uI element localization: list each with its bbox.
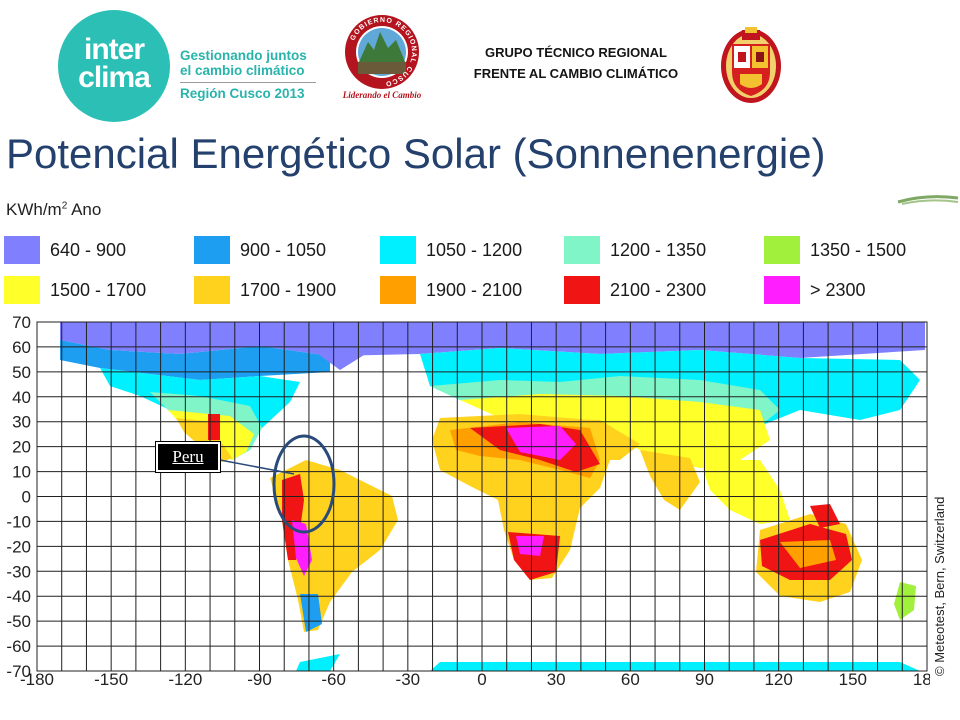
machu-picchu-seal-icon: GOBIERNO REGIONAL CUSCO xyxy=(345,15,419,89)
x-tick-label: 0 xyxy=(477,670,486,688)
legend-label: 1050 - 1200 xyxy=(426,240,523,260)
legend-swatch xyxy=(194,236,230,264)
y-tick-label: 20 xyxy=(12,438,31,457)
seal-motto: Liderando el Cambio xyxy=(342,90,422,100)
tagline-line1: Gestionando juntos xyxy=(180,48,307,63)
map-land xyxy=(60,322,925,671)
group-title-line1: GRUPO TÉCNICO REGIONAL xyxy=(484,45,667,60)
x-tick-label: 150 xyxy=(839,670,867,688)
x-tick-label: 30 xyxy=(547,670,566,688)
legend-swatch xyxy=(764,236,800,264)
group-title-line2: FRENTE AL CAMBIO CLIMÁTICO xyxy=(473,66,679,81)
legend-swatch xyxy=(564,236,600,264)
peru-callout-label: Peru xyxy=(155,441,221,473)
legend-swatch xyxy=(194,276,230,304)
x-tick-label: 60 xyxy=(621,670,640,688)
legend-label: 1700 - 1900 xyxy=(240,280,337,300)
map-border xyxy=(36,321,928,672)
x-axis-ticks: -180 -150 -120 -90 -60 -30 0 30 60 90 120 150 180 xyxy=(20,670,930,688)
y-tick-label: -10 xyxy=(6,512,31,531)
legend-label: 1500 - 1700 xyxy=(50,280,147,300)
legend-swatch xyxy=(380,276,416,304)
legend-swatch xyxy=(4,236,40,264)
legend-label: 640 - 900 xyxy=(50,240,127,260)
unit-base: KWh/m xyxy=(6,200,62,219)
y-tick-label: -50 xyxy=(6,612,31,631)
x-tick-label: -150 xyxy=(94,670,128,688)
legend-swatch xyxy=(564,276,600,304)
peru-highlight-circle xyxy=(272,434,336,534)
legend-unit: KWh/m2 Ano xyxy=(6,200,101,220)
legend-label: 1200 - 1350 xyxy=(610,240,707,260)
x-tick-label: -180 xyxy=(20,670,54,688)
decorative-brush-stroke xyxy=(897,195,959,205)
legend-label: 900 - 1050 xyxy=(240,240,327,260)
solar-potential-world-map: 70 60 50 40 30 20 10 0 -10 -20 -30 -40 -50 -60 -70 -18… xyxy=(6,313,930,688)
x-tick-label: -90 xyxy=(247,670,272,688)
logo-word-inter: inter xyxy=(83,33,145,66)
x-tick-label: -60 xyxy=(321,670,346,688)
copyright-note: © Meteotest, Bern, Switzerland xyxy=(932,497,947,676)
y-tick-label: -40 xyxy=(6,587,31,606)
legend-label: 1350 - 1500 xyxy=(810,240,907,260)
tagline-divider xyxy=(180,82,316,83)
interclima-logo: inter clima xyxy=(58,10,170,122)
page-title: Potencial Energético Solar (Sonnenenergi… xyxy=(6,130,826,177)
group-title: GRUPO TÉCNICO REGIONAL FRENTE AL CAMBIO … xyxy=(438,42,714,84)
regional-government-seal: GOBIERNO REGIONAL CUSCO Liderando el Cam… xyxy=(340,14,424,106)
peru-leader-line xyxy=(219,459,295,475)
y-tick-label: -20 xyxy=(6,537,31,556)
y-tick-label: 40 xyxy=(12,388,31,407)
x-tick-label: 180 xyxy=(913,670,930,688)
map-grid xyxy=(36,321,928,672)
x-tick-label: -30 xyxy=(396,670,421,688)
y-tick-label: 50 xyxy=(12,363,31,382)
legend-label: 1900 - 2100 xyxy=(426,280,523,300)
tagline-line3: Región Cusco 2013 xyxy=(180,86,305,101)
y-tick-label: -60 xyxy=(6,637,31,656)
legend-swatch xyxy=(764,276,800,304)
y-tick-label: 70 xyxy=(12,313,31,332)
legend-label: 2100 - 2300 xyxy=(610,280,707,300)
x-tick-label: 90 xyxy=(695,670,714,688)
x-tick-label: 120 xyxy=(764,670,792,688)
cusco-coat-of-arms-icon xyxy=(721,27,781,103)
legend-swatch xyxy=(4,276,40,304)
y-tick-label: -30 xyxy=(6,562,31,581)
x-tick-label: -120 xyxy=(168,670,202,688)
y-axis-ticks: 70 60 50 40 30 20 10 0 -10 -20 -30 -40 -50 -60 -70 xyxy=(6,313,31,681)
copyright-text: © Meteotest, Bern, Switzerland xyxy=(932,497,947,676)
unit-exponent: 2 xyxy=(61,200,68,212)
legend-label: > 2300 xyxy=(810,280,866,300)
tagline-line2: el cambio climático xyxy=(180,63,305,78)
legend-swatch xyxy=(380,236,416,264)
y-tick-label: 60 xyxy=(12,338,31,357)
unit-suffix: Ano xyxy=(67,200,102,219)
y-tick-label: 0 xyxy=(22,488,31,507)
y-tick-label: 10 xyxy=(12,463,31,482)
tagline: Gestionando juntos el cambio climático R… xyxy=(180,48,320,101)
logo-word-clima: clima xyxy=(78,61,151,94)
y-tick-label: 30 xyxy=(12,413,31,432)
y-tick-label: -70 xyxy=(6,662,31,681)
